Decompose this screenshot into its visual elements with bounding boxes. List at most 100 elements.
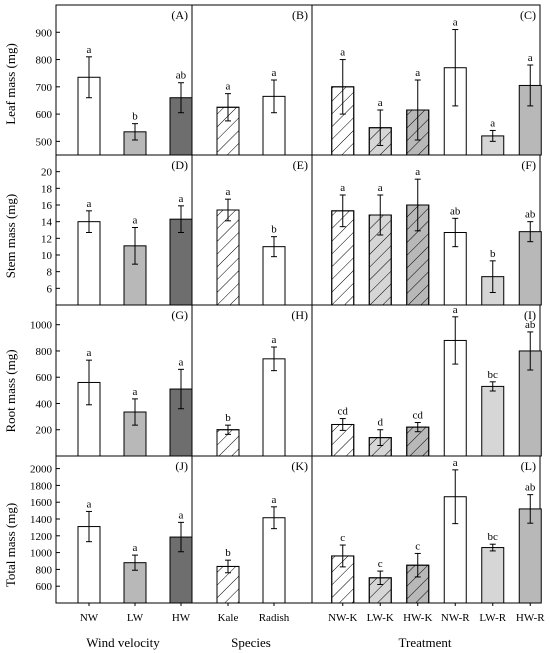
y-tick-label: 200: [36, 425, 53, 437]
significance-letter: b: [225, 412, 231, 424]
significance-letter: a: [453, 17, 458, 29]
significance-letter: cd: [413, 410, 424, 422]
significance-letter: a: [378, 182, 383, 194]
significance-letter: a: [453, 457, 458, 469]
x-tick-label: Radish: [259, 612, 290, 624]
x-tick-label: LW-R: [479, 612, 506, 624]
significance-letter: a: [87, 198, 92, 210]
panel-c: (C) a a a a a a: [311, 4, 542, 156]
significance-letter: bc: [488, 369, 499, 381]
y-tick-label: 600: [36, 581, 53, 593]
y-tick-label: 20: [41, 167, 53, 179]
significance-letter: c: [415, 540, 420, 552]
panel-frame: [191, 455, 313, 604]
panel-frame: [191, 304, 313, 457]
y-tick-label: 8: [47, 267, 53, 279]
x-tick-label: HW-K: [403, 612, 432, 624]
panel-label: (A): [171, 8, 188, 22]
significance-letter: a: [133, 386, 138, 398]
significance-letter: b: [225, 547, 231, 559]
panel-f: (F) a a a ab b ab: [311, 154, 542, 306]
significance-letter: a: [415, 67, 420, 79]
y-tick-label: 500: [36, 136, 53, 148]
y-tick-label: 14: [41, 217, 53, 229]
significance-letter: a: [226, 186, 231, 198]
bar: [481, 385, 505, 457]
significance-letter: a: [87, 347, 92, 359]
panel-label: (F): [521, 158, 536, 172]
y-tick-label: 1200: [30, 531, 53, 543]
significance-letter: a: [272, 494, 277, 506]
panel-label: (D): [171, 158, 188, 172]
significance-letter: a: [133, 542, 138, 554]
significance-letter: c: [340, 532, 345, 544]
panel-frame: [191, 154, 313, 306]
y-tick-label: 12: [41, 233, 52, 245]
panel-label: (B): [292, 8, 308, 22]
y-tick-label: 800: [36, 346, 53, 358]
y-tick-label: 1000: [30, 320, 53, 332]
y-tick-label: 6: [47, 283, 53, 295]
significance-letter: ab: [450, 205, 461, 217]
y-tick-label: 900: [36, 27, 53, 39]
y-tick-label: 800: [36, 55, 53, 67]
significance-letter: b: [132, 111, 138, 123]
panel-l: (L) c NW-K c LW-K c HW-K a NW-R bc LW-R ab HW-R: [311, 455, 545, 624]
significance-letter: cd: [338, 406, 349, 418]
panel-h: (H) b a: [191, 304, 313, 457]
panel-b: (B) a a: [191, 4, 313, 156]
significance-letter: ab: [176, 70, 187, 82]
y-tick-label: 1800: [30, 480, 53, 492]
panel-label: (J): [175, 459, 188, 473]
col-xlabel-treatment: Treatment: [399, 635, 452, 650]
panel-frame: [191, 4, 313, 156]
row-ylabel-root: Root mass (mg): [3, 349, 18, 432]
bar: [262, 358, 286, 457]
y-tick-label: 1600: [30, 497, 53, 509]
bar: [262, 517, 286, 604]
x-tick-label: HW-R: [516, 612, 545, 624]
significance-letter: a: [179, 356, 184, 368]
significance-letter: a: [378, 97, 383, 109]
significance-letter: b: [490, 248, 496, 260]
x-tick-label: Kale: [218, 612, 239, 624]
significance-letter: a: [226, 81, 231, 93]
y-tick-label: 800: [36, 564, 53, 576]
panel-k: (K) b Kale a Radish: [191, 455, 313, 624]
significance-letter: a: [490, 117, 495, 129]
row-ylabel-leaf: Leaf mass (mg): [3, 43, 18, 125]
significance-letter: a: [133, 215, 138, 227]
significance-letter: a: [272, 334, 277, 346]
x-tick-label: LW: [127, 612, 144, 624]
y-tick-label: 16: [41, 200, 53, 212]
significance-letter: a: [340, 182, 345, 194]
y-tick-label: 1000: [30, 548, 53, 560]
panel-label: (H): [291, 308, 308, 322]
significance-letter: c: [378, 558, 383, 570]
x-tick-label: NW-R: [441, 612, 470, 624]
x-tick-label: NW-K: [328, 612, 357, 624]
significance-letter: ab: [525, 319, 536, 331]
y-tick-label: 400: [36, 398, 53, 410]
panel-label: (C): [520, 8, 536, 22]
significance-letter: a: [453, 304, 458, 316]
panel-j: (J) 600 800 1000 1200 1400 1600 1800 2000 a NW a LW a…: [30, 455, 193, 624]
significance-letter: a: [415, 166, 420, 178]
bar: [77, 221, 101, 306]
significance-letter: d: [378, 417, 384, 429]
significance-letter: b: [271, 224, 277, 236]
y-tick-label: 700: [36, 82, 53, 94]
significance-letter: ab: [525, 482, 536, 494]
significance-letter: a: [87, 498, 92, 510]
col-xlabel-species: Species: [231, 635, 271, 650]
panels-group: (A)500600700800900abab(B)aa(C)aaaaaa(D)6…: [30, 4, 545, 624]
x-tick-label: HW: [172, 612, 191, 624]
significance-letter: a: [87, 44, 92, 56]
row-ylabel-total: Total mass (mg): [3, 503, 18, 587]
y-tick-label: 600: [36, 109, 53, 121]
panel-label: (E): [293, 158, 308, 172]
significance-letter: a: [272, 67, 277, 79]
significance-letter: a: [340, 47, 345, 59]
